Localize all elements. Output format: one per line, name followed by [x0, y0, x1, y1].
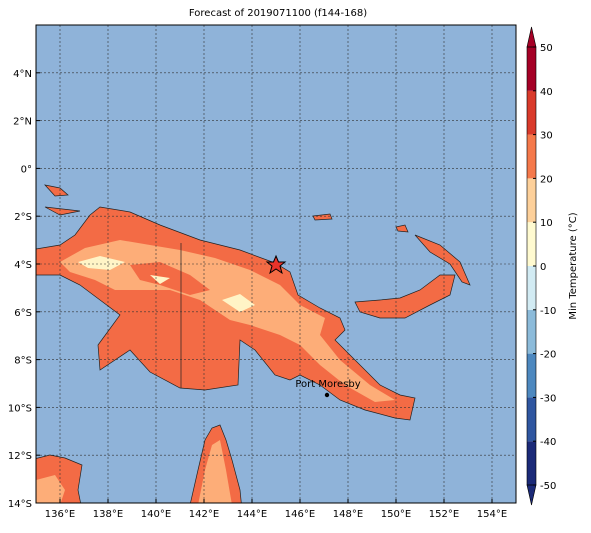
city-label: Port Moresby	[295, 379, 360, 390]
colorbar-tick-label: 20	[540, 174, 553, 185]
colorbar-segment	[527, 90, 536, 135]
colorbar-tick-label: -30	[540, 393, 556, 404]
colorbar-segment	[527, 222, 536, 266]
island	[44, 206, 81, 216]
colorbar-tick-label: -50	[540, 481, 556, 492]
x-tick-label: 154°E	[477, 509, 507, 520]
mild-patch	[78, 256, 125, 270]
colorbar-segment	[527, 47, 536, 91]
x-tick-label: 142°E	[189, 509, 219, 520]
colorbar-segment	[527, 134, 536, 179]
y-tick-label: 4°S	[14, 260, 32, 271]
land-layer	[36, 184, 471, 503]
y-tick-label: 6°S	[14, 308, 32, 319]
colorbar-extend	[526, 26, 537, 48]
colorbar-segment	[527, 178, 536, 223]
colorbar-tick-label: 40	[540, 87, 553, 98]
new-ireland	[414, 234, 471, 286]
x-tick-label: 148°E	[333, 509, 363, 520]
island	[312, 213, 333, 221]
colorbar-segment	[527, 309, 536, 354]
x-tick-label: 146°E	[285, 509, 315, 520]
y-tick-label: 10°S	[8, 403, 32, 414]
colorbar-segment	[527, 353, 536, 398]
colorbar-label: Min Temperature (°C)	[568, 212, 579, 319]
colorbar-segment	[527, 266, 536, 310]
x-tick-label: 144°E	[237, 509, 267, 520]
mild-patch	[150, 275, 170, 284]
colorbar-tick-label: 30	[540, 131, 553, 142]
x-tick-label: 140°E	[141, 509, 171, 520]
city-marker	[324, 392, 330, 398]
colorbar	[526, 26, 537, 506]
colorbar-extend	[526, 484, 537, 506]
colorbar-segment	[527, 441, 536, 485]
colorbar-tick-label: 0	[540, 262, 546, 273]
y-tick-label: 0°	[21, 164, 32, 175]
x-tick-label: 150°E	[381, 509, 411, 520]
warm-zone	[36, 475, 65, 503]
y-tick-label: 12°S	[8, 451, 32, 462]
island	[44, 184, 69, 197]
x-tick-label: 152°E	[429, 509, 459, 520]
star-marker	[265, 254, 287, 275]
y-tick-label: 2°S	[14, 212, 32, 223]
new-britain	[354, 274, 456, 319]
y-tick-label: 4°N	[13, 69, 32, 80]
x-tick-label: 136°E	[45, 509, 75, 520]
warm-zone	[198, 440, 232, 503]
colorbar-tick-label: 50	[540, 43, 553, 54]
y-tick-label: 14°S	[8, 499, 32, 510]
y-tick-label: 2°N	[13, 117, 32, 128]
colorbar-tick-label: -20	[540, 350, 556, 361]
colorbar-tick-label: -10	[540, 306, 556, 317]
title: Forecast of 2019071100 (f144-168)	[189, 8, 367, 19]
y-tick-label: 8°S	[14, 356, 32, 367]
island	[395, 224, 409, 233]
mild-patch	[222, 294, 255, 312]
x-tick-label: 138°E	[93, 509, 123, 520]
colorbar-segment	[527, 397, 536, 442]
cool-patch	[130, 262, 210, 295]
colorbar-tick-label: 10	[540, 218, 553, 229]
colorbar-tick-label: -40	[540, 437, 556, 448]
frame	[35, 24, 517, 504]
